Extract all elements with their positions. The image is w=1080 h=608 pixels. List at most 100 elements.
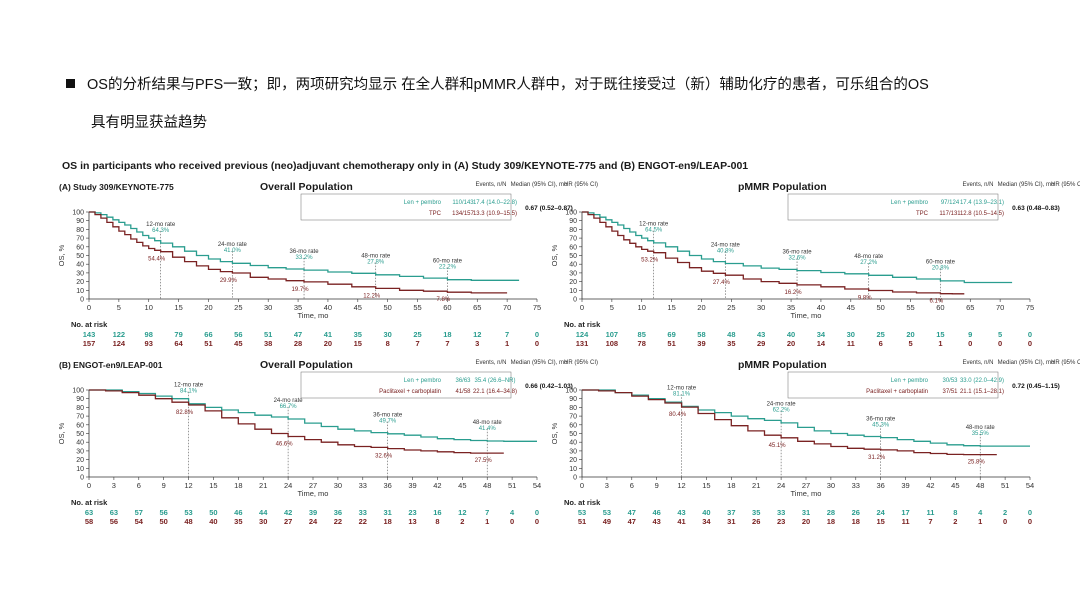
landmark-control-rate: 46.6% bbox=[276, 441, 294, 447]
landmark-control-rate: 12.2% bbox=[363, 293, 381, 299]
at-risk-count: 51 bbox=[204, 339, 212, 348]
landmark-label: 24-mo rate bbox=[274, 398, 304, 404]
y-tick-label: 20 bbox=[569, 279, 577, 286]
legend-median: 22.1 (16.4–34.8) bbox=[473, 389, 517, 395]
x-tick-label: 0 bbox=[580, 481, 584, 490]
at-risk-count: 23 bbox=[408, 508, 416, 517]
table-header-events: Events, n/N bbox=[962, 360, 993, 366]
at-risk-count: 36 bbox=[334, 508, 342, 517]
at-risk-count: 50 bbox=[159, 517, 167, 526]
landmark-control-rate: 82.8% bbox=[176, 410, 194, 416]
at-risk-count: 12 bbox=[458, 508, 466, 517]
x-tick-label: 45 bbox=[847, 303, 855, 312]
at-risk-count: 25 bbox=[876, 330, 884, 339]
at-risk-count: 15 bbox=[354, 339, 362, 348]
at-risk-count: 58 bbox=[85, 517, 93, 526]
at-risk-heading: No. at risk bbox=[71, 498, 108, 507]
landmark-lenpembro-rate: 64.3% bbox=[152, 228, 170, 234]
landmark-control-rate: 45.1% bbox=[769, 443, 787, 449]
x-tick-label: 0 bbox=[87, 481, 91, 490]
at-risk-count: 34 bbox=[817, 330, 826, 339]
at-risk-heading: No. at risk bbox=[564, 320, 601, 329]
at-risk-count: 35 bbox=[234, 517, 242, 526]
bullet-line-1: OS的分析结果与PFS一致；即，两项研究均显示 在全人群和pMMR人群中，对于既… bbox=[87, 77, 929, 93]
landmark-lenpembro-rate: 84.1% bbox=[180, 389, 198, 395]
y-tick-label: 0 bbox=[573, 297, 577, 304]
at-risk-count: 9 bbox=[968, 330, 972, 339]
x-tick-label: 21 bbox=[259, 481, 267, 490]
x-axis-label: Time, mo bbox=[298, 489, 329, 498]
at-risk-count: 11 bbox=[926, 508, 934, 517]
landmark-lenpembro-rate: 66.7% bbox=[280, 404, 298, 410]
at-risk-count: 20 bbox=[802, 517, 810, 526]
at-risk-count: 17 bbox=[901, 508, 909, 517]
y-tick-label: 20 bbox=[76, 457, 84, 464]
at-risk-count: 64 bbox=[174, 339, 183, 348]
at-risk-count: 18 bbox=[443, 330, 451, 339]
legend-events: 41/58 bbox=[455, 389, 471, 395]
at-risk-count: 93 bbox=[145, 339, 153, 348]
at-risk-count: 44 bbox=[259, 508, 268, 517]
x-tick-label: 50 bbox=[876, 303, 884, 312]
landmark-control-rate: 27.4% bbox=[713, 280, 731, 286]
landmark-lenpembro-rate: 22.2% bbox=[439, 265, 457, 271]
at-risk-count: 131 bbox=[576, 339, 589, 348]
at-risk-count: 26 bbox=[752, 517, 760, 526]
x-tick-label: 65 bbox=[966, 303, 974, 312]
x-tick-label: 70 bbox=[996, 303, 1004, 312]
y-tick-label: 100 bbox=[565, 388, 577, 395]
x-tick-label: 40 bbox=[817, 303, 825, 312]
x-tick-label: 35 bbox=[294, 303, 302, 312]
at-risk-count: 16 bbox=[433, 508, 441, 517]
bullet-square-icon bbox=[66, 79, 75, 88]
at-risk-count: 25 bbox=[413, 330, 421, 339]
landmark-lenpembro-rate: 27.8% bbox=[367, 260, 385, 266]
y-tick-label: 80 bbox=[569, 227, 577, 234]
x-tick-label: 48 bbox=[976, 481, 984, 490]
at-risk-count: 47 bbox=[628, 508, 636, 517]
y-tick-label: 60 bbox=[569, 422, 577, 429]
at-risk-count: 85 bbox=[638, 330, 646, 339]
x-tick-label: 5 bbox=[117, 303, 121, 312]
at-risk-count: 0 bbox=[968, 339, 972, 348]
at-risk-count: 58 bbox=[697, 330, 705, 339]
at-risk-count: 5 bbox=[998, 330, 1002, 339]
landmark-control-rate: 27.5% bbox=[475, 458, 493, 464]
at-risk-count: 11 bbox=[847, 339, 855, 348]
at-risk-count: 56 bbox=[159, 508, 167, 517]
landmark-lenpembro-rate: 33.2% bbox=[296, 255, 314, 261]
at-risk-count: 29 bbox=[757, 339, 765, 348]
x-tick-label: 42 bbox=[433, 481, 441, 490]
at-risk-count: 22 bbox=[334, 517, 342, 526]
landmark-control-rate: 19.7% bbox=[292, 287, 310, 293]
landmark-label: 12-mo rate bbox=[639, 222, 669, 228]
x-tick-label: 21 bbox=[752, 481, 760, 490]
hazard-ratio: 0.63 (0.48–0.83) bbox=[1012, 205, 1060, 212]
chart-title: Overall Population bbox=[260, 181, 353, 193]
x-tick-label: 9 bbox=[655, 481, 659, 490]
at-risk-count: 26 bbox=[852, 508, 860, 517]
landmark-label: 36-mo rate bbox=[783, 249, 813, 255]
landmark-lenpembro-rate: 64.5% bbox=[645, 228, 663, 234]
at-risk-count: 2 bbox=[460, 517, 464, 526]
at-risk-count: 28 bbox=[294, 339, 302, 348]
at-risk-count: 69 bbox=[667, 330, 675, 339]
at-risk-count: 8 bbox=[953, 508, 957, 517]
x-tick-label: 20 bbox=[697, 303, 705, 312]
y-tick-label: 60 bbox=[76, 422, 84, 429]
lenpembro-curve bbox=[582, 389, 1030, 447]
y-tick-label: 40 bbox=[76, 262, 84, 269]
y-tick-label: 50 bbox=[76, 253, 84, 260]
landmark-control-rate: 16.2% bbox=[785, 290, 803, 296]
y-tick-label: 80 bbox=[76, 227, 84, 234]
at-risk-count: 79 bbox=[174, 330, 182, 339]
legend-series-name: Len + pembro bbox=[891, 200, 929, 206]
y-tick-label: 80 bbox=[76, 405, 84, 412]
at-risk-count: 53 bbox=[603, 508, 611, 517]
at-risk-count: 28 bbox=[827, 508, 835, 517]
control-curve bbox=[89, 389, 504, 454]
x-tick-label: 33 bbox=[852, 481, 860, 490]
at-risk-count: 41 bbox=[324, 330, 332, 339]
at-risk-count: 47 bbox=[294, 330, 302, 339]
legend-median: 35.4 (26.6–NR) bbox=[474, 378, 515, 384]
